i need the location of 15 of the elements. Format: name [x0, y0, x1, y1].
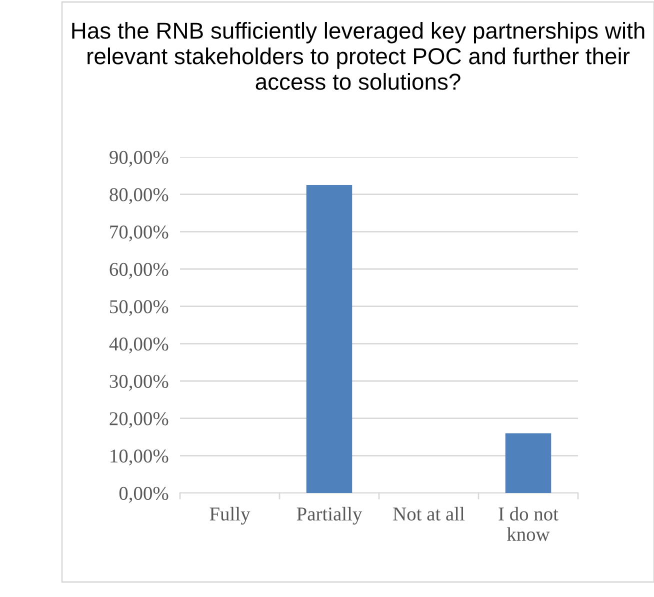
x-tick-label: I do not know [498, 506, 558, 541]
y-tick-label: 70,00% [110, 225, 168, 242]
x-tick-label: Partially [296, 506, 362, 525]
y-tick-label: 30,00% [110, 374, 168, 391]
y-tick-label: 20,00% [110, 412, 168, 428]
y-tick-label: 40,00% [109, 337, 168, 354]
y-tick-label: 0,00% [119, 486, 168, 503]
x-tick-label: Not at all [393, 506, 465, 521]
y-tick-label: 80,00% [110, 188, 168, 204]
y-tick-label: 60,00% [110, 262, 168, 279]
y-tick-label: 90,00% [110, 150, 168, 167]
y-tick-label: 50,00% [110, 300, 168, 316]
x-tick-label: Fully [210, 506, 250, 525]
y-tick-label: 10,00% [110, 449, 168, 466]
chart-title: Has the RNB sufficiently leveraged key partnerships with relevant stakeholders to protect POC and further their access to solutions? [72, 22, 644, 90]
